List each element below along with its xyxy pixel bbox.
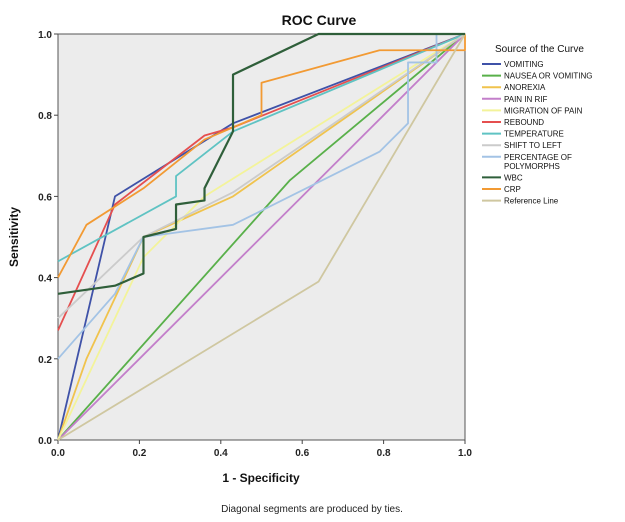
x-tick-label: 0.0	[51, 448, 65, 459]
legend-title: Source of the Curve	[495, 44, 584, 55]
legend-label: WBC	[504, 173, 523, 182]
roc-line-shift-to-left	[57, 33, 466, 319]
roc-series	[57, 32, 466, 441]
legend-label: Reference Line	[504, 197, 559, 206]
legend-label: MIGRATION OF PAIN	[504, 106, 583, 115]
roc-line-rebound	[57, 33, 466, 331]
legend-label: SHIFT TO LEFT	[504, 141, 562, 150]
y-tick-label: 0.4	[38, 274, 52, 285]
roc-line-wbc	[57, 32, 465, 295]
legend-label: VOMITING	[504, 60, 544, 69]
legend: VOMITING NAUSEA OR VOMITING ANOREXIA PAIN I…	[482, 60, 592, 206]
legend-label: PERCENTAGE OF POLYMORPHS	[504, 153, 572, 171]
legend-label: REBOUND	[504, 118, 544, 127]
legend-label: TEMPERATURE	[504, 130, 564, 139]
y-axis-title: Sensitivity	[7, 207, 21, 267]
legend-label: PAIN IN RIF	[504, 95, 548, 104]
chart-title: ROC Curve	[282, 12, 357, 28]
roc-line-crp	[57, 34, 466, 279]
y-tick-label: 1.0	[38, 30, 52, 41]
x-tick-label: 0.8	[377, 448, 391, 459]
y-tick-label: 0.6	[38, 192, 52, 203]
y-tick-label: 0.0	[38, 436, 52, 447]
footnote: Diagonal segments are produced by ties.	[221, 504, 403, 515]
x-axis-title: 1 - Specificity	[222, 471, 300, 485]
roc-line-reference-line	[57, 33, 466, 441]
roc-line-pain-in-rif	[57, 33, 466, 441]
x-tick-label: 0.4	[214, 448, 228, 459]
y-tick-label: 0.8	[38, 111, 52, 122]
x-tick-label: 1.0	[458, 448, 472, 459]
y-tick-label: 0.2	[38, 355, 52, 366]
legend-label: CRP	[504, 185, 521, 194]
roc-line-nausea-or-vomiting	[57, 33, 466, 441]
legend-label: ANOREXIA	[504, 83, 546, 92]
x-axis-ticks: 0.0 0.2 0.4 0.6 0.8 1.0	[51, 440, 472, 459]
y-axis-ticks: 0.0 0.2 0.4 0.6 0.8 1.0	[38, 30, 58, 447]
x-tick-label: 0.6	[295, 448, 309, 459]
roc-line-percentage-of-polymorphs	[57, 33, 465, 360]
x-tick-label: 0.2	[132, 448, 146, 459]
legend-label: NAUSEA OR VOMITING	[504, 72, 592, 81]
roc-line-migration-of-pain	[57, 33, 466, 441]
roc-line-temperature	[57, 33, 466, 263]
